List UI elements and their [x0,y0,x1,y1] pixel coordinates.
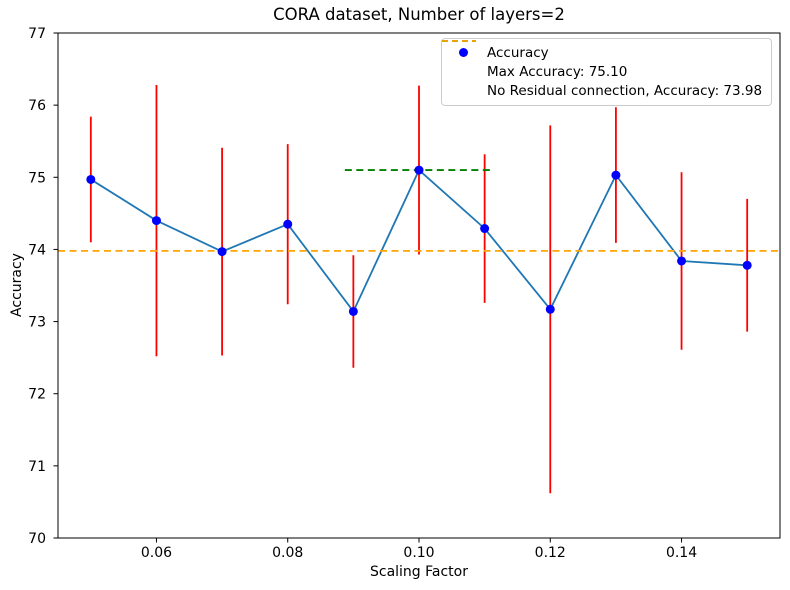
svg-text:74: 74 [28,242,46,258]
chart-title: CORA dataset, Number of layers=2 [273,5,565,24]
legend-entry-label: Accuracy [487,44,549,61]
legend-entry-label: No Residual connection, Accuracy: 73.98 [487,83,763,100]
svg-text:73: 73 [28,315,46,331]
x-axis-label: Scaling Factor [369,564,468,580]
legend-entry-label: Max Accuracy: 75.10 [487,63,628,80]
legend-entry-no-residual: No Residual connection, Accuracy: 73.98 [442,40,765,100]
svg-text:0.14: 0.14 [666,545,697,561]
legend-entry-max-accuracy: Max Accuracy: 75.10 [442,40,765,80]
svg-text:75: 75 [28,170,46,186]
y-axis-label: Accuracy [9,253,25,317]
svg-text:0.08: 0.08 [272,545,303,561]
svg-text:70: 70 [28,531,46,547]
legend-entry-accuracy: Accuracy [446,45,765,61]
accuracy-marker-icon [446,48,480,58]
svg-text:0.06: 0.06 [141,545,172,561]
legend: Accuracy Max Accuracy: 75.10 No Residual… [441,38,772,106]
no-residual-line-icon [442,40,480,96]
svg-text:77: 77 [28,26,46,42]
svg-text:0.12: 0.12 [535,545,566,561]
svg-text:71: 71 [28,459,46,475]
svg-text:0.10: 0.10 [403,545,434,561]
svg-text:72: 72 [28,387,46,403]
svg-text:76: 76 [28,98,46,114]
max-accuracy-line-icon [442,40,480,77]
